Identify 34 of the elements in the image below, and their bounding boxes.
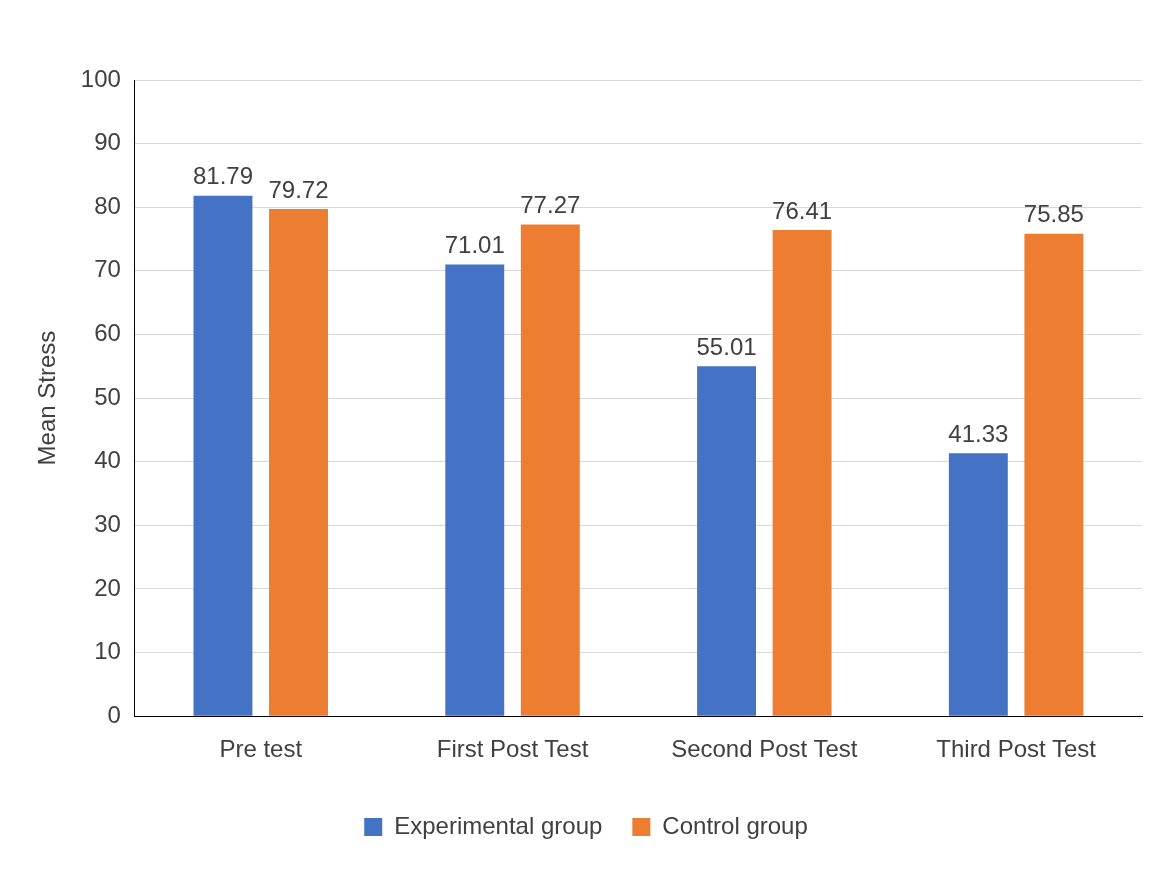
y-tick-label: 80 [94,191,121,219]
x-tick-label: Pre test [219,735,303,763]
bar [269,209,328,716]
y-axis-title: Mean Stress [33,330,61,466]
y-tick-label: 100 [80,64,121,92]
bar [445,264,505,716]
data-label: 81.79 [192,162,253,190]
y-tick-label: 70 [94,255,121,283]
bar [520,224,580,716]
y-tick-label: 60 [94,319,121,347]
legend-label: Experimental group [394,811,603,839]
legend-label: Control group [662,811,808,839]
data-label: 75.85 [1023,200,1084,228]
y-tick-label: 20 [94,573,121,601]
y-tick-label: 10 [94,637,121,665]
data-label: 41.33 [948,419,1009,447]
data-label: 71.01 [444,231,505,259]
y-tick-label: 40 [94,446,121,474]
x-tick-label: Third Post Test [936,735,1097,763]
y-tick-label: 50 [94,382,121,410]
data-label: 79.72 [268,175,329,203]
y-tick-label: 30 [94,509,121,537]
y-tick-label: 90 [94,128,121,156]
bar [193,195,253,716]
data-label: 77.27 [520,191,581,219]
data-label: 76.41 [772,196,833,224]
x-tick-label: Second Post Test [671,735,858,763]
bar [948,453,1008,716]
bar [772,230,832,716]
bar [697,366,757,716]
data-label: 55.01 [696,332,757,360]
y-tick-label: 0 [107,700,121,728]
bar [1024,233,1084,716]
x-tick-label: First Post Test [436,735,589,763]
